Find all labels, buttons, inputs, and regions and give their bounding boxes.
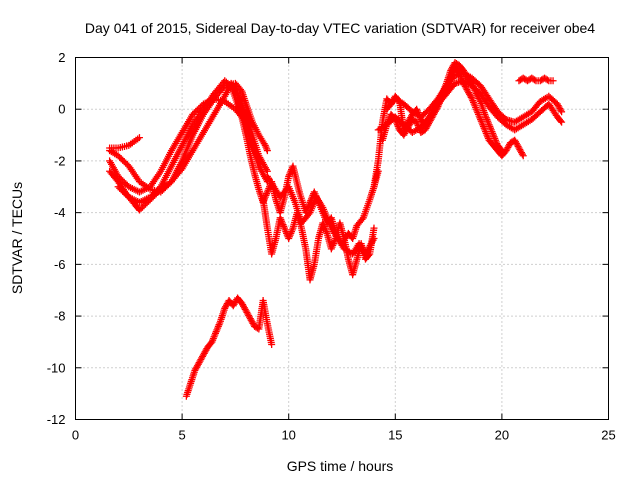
data-point: [558, 118, 566, 126]
data-point: [263, 147, 271, 155]
x-tick-label: 15: [388, 428, 402, 443]
y-tick-label: -10: [47, 360, 66, 375]
plot-frame: [75, 57, 609, 420]
data-points: [106, 59, 566, 400]
y-axis-title: SDTVAR / TECUs: [9, 182, 25, 294]
data-point: [467, 93, 475, 101]
y-tick-label: -12: [47, 412, 66, 427]
tick-labels: 0 5 10 15 20 25 -12 -10 -8 -6 -4 -2 0 2: [47, 50, 616, 443]
y-tick-label: 2: [58, 50, 65, 65]
x-tick-label: 25: [601, 428, 615, 443]
y-tick-label: -8: [54, 309, 66, 324]
y-tick-label: -2: [54, 153, 66, 168]
data-point: [557, 106, 565, 114]
data-point: [557, 117, 565, 125]
data-point: [370, 224, 378, 232]
data-point: [519, 152, 527, 160]
data-point: [543, 76, 551, 84]
data-point: [268, 341, 276, 349]
data-point: [370, 235, 378, 242]
x-tick-label: 20: [495, 428, 509, 443]
data-point: [358, 215, 366, 223]
y-tick-label: -4: [54, 205, 66, 220]
axis-ticks: [75, 57, 609, 420]
x-tick-label: 0: [72, 428, 79, 443]
chart-title: Day 041 of 2015, Sidereal Day-to-day VTE…: [85, 20, 595, 36]
x-tick-label: 5: [178, 428, 185, 443]
y-tick-label: -6: [54, 257, 66, 272]
data-point: [549, 77, 557, 85]
x-axis-title: GPS time / hours: [287, 458, 394, 474]
data-point: [531, 76, 539, 84]
data-point: [135, 134, 143, 142]
y-tick-label: 0: [58, 102, 65, 117]
data-point: [518, 150, 526, 158]
data-point: [558, 108, 566, 116]
x-tick-label: 10: [281, 428, 295, 443]
